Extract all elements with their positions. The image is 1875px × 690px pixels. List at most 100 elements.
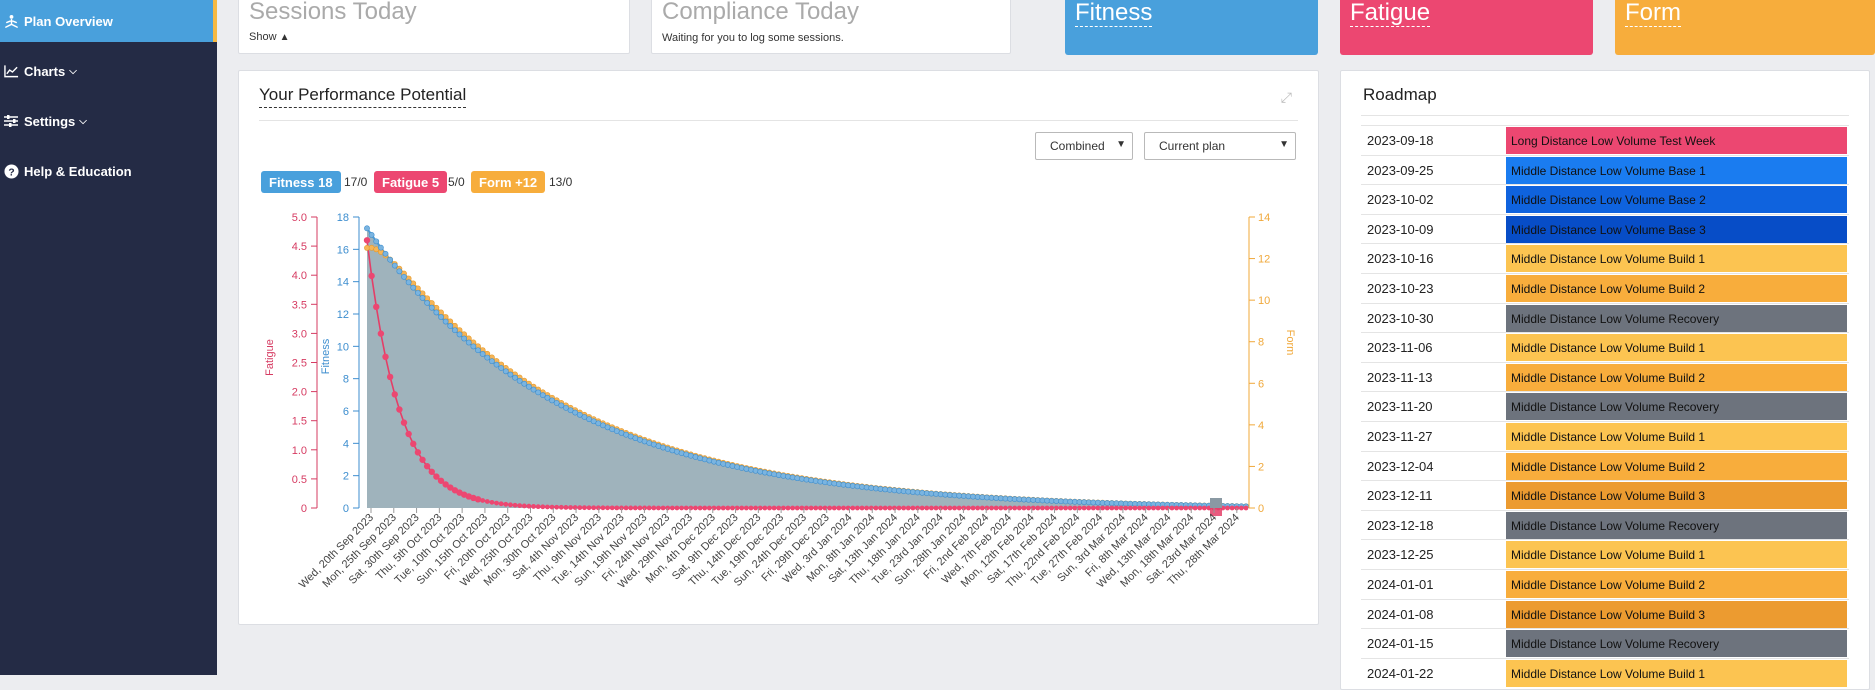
plan-select[interactable]: Current plan ▼ — [1144, 132, 1296, 160]
fitness-point — [493, 361, 500, 368]
fitness-tick-label: 0 — [343, 503, 349, 515]
fitness-tick-label: 4 — [343, 438, 349, 450]
fatigue-axis-label: Fatigue — [264, 339, 276, 376]
fitness-point — [419, 295, 426, 301]
sidebar-item-settings[interactable]: Settings ⌵ — [0, 100, 217, 142]
fatigue-point — [864, 505, 870, 511]
roadmap-row[interactable]: 2023-11-27 Middle Distance Low Volume Bui… — [1361, 421, 1849, 450]
form-badge[interactable]: Form +12 — [471, 171, 546, 193]
fitness-point — [410, 284, 417, 291]
fatigue-tile-label: Fatigue — [1350, 0, 1431, 27]
fatigue-point — [474, 496, 482, 503]
roadmap-row[interactable]: 2023-10-02 Middle Distance Low Volume Bas… — [1361, 184, 1849, 214]
fitness-point — [507, 371, 514, 378]
roadmap-row[interactable]: 2023-12-18 Middle Distance Low Volume Rec… — [1361, 509, 1849, 539]
roadmap-row[interactable]: 2023-11-06 Middle Distance Low Volume Bui… — [1361, 332, 1849, 362]
roadmap-row[interactable]: 2024-01-01 Middle Distance Low Volume Bui… — [1361, 569, 1849, 598]
fatigue-point — [609, 505, 615, 511]
fatigue-point — [540, 504, 546, 510]
fitness-point — [456, 331, 463, 338]
fitness-point — [766, 470, 773, 477]
fatigue-badge[interactable]: Fatigue 5 — [374, 171, 448, 193]
fitness-badge-sub: 17/0 — [344, 175, 368, 189]
fatigue-point — [1090, 505, 1096, 511]
sidebar-item-help[interactable]: ? Help & Education — [0, 150, 217, 192]
fitness-point — [521, 380, 528, 387]
fatigue-point — [1114, 505, 1119, 511]
roadmap-row[interactable]: 2023-10-16 Middle Distance Low Volume Bui… — [1361, 243, 1849, 273]
fatigue-point — [669, 505, 675, 511]
fitness-point — [748, 466, 754, 473]
roadmap-row[interactable]: 2023-10-23 Middle Distance Low Volume Bui… — [1361, 273, 1849, 302]
fatigue-point — [989, 505, 994, 511]
form-tick-label: 0 — [1258, 503, 1264, 515]
roadmap-row[interactable]: 2024-01-22 Middle Distance Low Volume Bui… — [1361, 657, 1849, 687]
roadmap-row[interactable]: 2023-12-04 Middle Distance Low Volume Bui… — [1361, 450, 1849, 480]
fitness-point — [785, 473, 791, 480]
fatigue-point — [1021, 505, 1027, 511]
sidebar-item-charts[interactable]: Charts ⌵ — [0, 50, 217, 92]
fitness-point — [364, 225, 370, 232]
fatigue-point — [730, 505, 735, 511]
performance-title[interactable]: Your Performance Potential — [259, 85, 467, 108]
roadmap-row[interactable]: 2023-12-11 Middle Distance Low Volume Bui… — [1361, 480, 1849, 510]
roadmap-row[interactable]: 2023-10-09 Middle Distance Low Volume Bas… — [1361, 213, 1849, 243]
fitness-badge[interactable]: Fitness 18 — [261, 171, 341, 193]
roadmap-row[interactable]: 2023-12-25 Middle Distance Low Volume Bui… — [1361, 539, 1849, 569]
fatigue-point — [688, 505, 694, 511]
form-tile[interactable]: Form — [1615, 0, 1875, 55]
fatigue-point — [702, 505, 708, 511]
roadmap-date: 2023-09-25 — [1367, 162, 1434, 178]
fatigue-point — [1174, 505, 1180, 511]
roadmap-row[interactable]: 2023-11-20 Middle Distance Low Volume Rec… — [1361, 391, 1849, 421]
fatigue-point — [433, 473, 440, 480]
fitness-point — [368, 232, 375, 238]
fatigue-point — [1003, 505, 1008, 511]
select-value: Current plan — [1159, 139, 1226, 153]
roadmap-row[interactable]: 2023-10-30 Middle Distance Low Volume Rec… — [1361, 302, 1849, 332]
fitness-point — [470, 343, 477, 350]
chart-mode-select[interactable]: Combined ▼ — [1035, 132, 1133, 160]
fatigue-point — [605, 505, 610, 511]
sessions-show-toggle[interactable]: Show ▲ — [249, 31, 290, 43]
roadmap-row[interactable]: 2023-09-25 Middle Distance Low Volume Bas… — [1361, 154, 1849, 184]
fatigue-tile[interactable]: Fatigue — [1340, 0, 1593, 55]
fitness-point — [581, 414, 588, 420]
fitness-point — [729, 463, 736, 469]
roadmap-date: 2023-12-11 — [1367, 488, 1433, 504]
roadmap-row[interactable]: 2024-01-15 Middle Distance Low Volume Rec… — [1361, 628, 1849, 658]
fitness-tile-label: Fitness — [1075, 0, 1153, 27]
fatigue-point — [679, 505, 684, 511]
fatigue-tick-label: 1.0 — [292, 445, 307, 457]
roadmap-row[interactable]: 2024-01-08 Middle Distance Low Volume Bui… — [1361, 598, 1849, 628]
fatigue-tick-label: 0 — [301, 503, 307, 515]
expand-icon[interactable]: ⤢ — [1280, 89, 1292, 105]
roadmap-block: Middle Distance Low Volume Build 2 — [1506, 571, 1847, 598]
select-value: Combined — [1050, 139, 1105, 153]
fatigue-point — [563, 505, 569, 510]
fitness-point — [757, 468, 764, 475]
fatigue-point — [494, 500, 499, 506]
fatigue-point — [577, 505, 583, 511]
fitness-point — [438, 314, 444, 320]
fitness-point — [738, 465, 745, 471]
fitness-point — [720, 460, 727, 467]
roadmap-row[interactable]: 2023-11-13 Middle Distance Low Volume Bui… — [1361, 361, 1849, 391]
sidebar-item-plan-overview[interactable]: Plan Overview — [0, 0, 217, 42]
fatigue-point — [1151, 505, 1156, 511]
fatigue-point — [1086, 505, 1092, 511]
fitness-point — [761, 469, 768, 476]
fitness-tile[interactable]: Fitness — [1065, 0, 1318, 55]
fatigue-point — [572, 505, 578, 510]
roadmap-date: 2023-12-25 — [1367, 547, 1434, 563]
roadmap-date: 2023-09-18 — [1367, 133, 1434, 148]
fatigue-point — [984, 505, 990, 511]
fatigue-point — [1192, 505, 1198, 511]
fatigue-tick-label: 5.0 — [292, 212, 307, 224]
roadmap-date: 2024-01-22 — [1367, 665, 1434, 681]
fatigue-point — [442, 481, 449, 488]
fitness-point — [771, 471, 778, 478]
roadmap-row[interactable]: 2023-09-18 Long Distance Low Volume Test … — [1361, 125, 1849, 154]
fatigue-point — [780, 505, 786, 511]
fatigue-tick-label: 3.0 — [292, 328, 307, 340]
